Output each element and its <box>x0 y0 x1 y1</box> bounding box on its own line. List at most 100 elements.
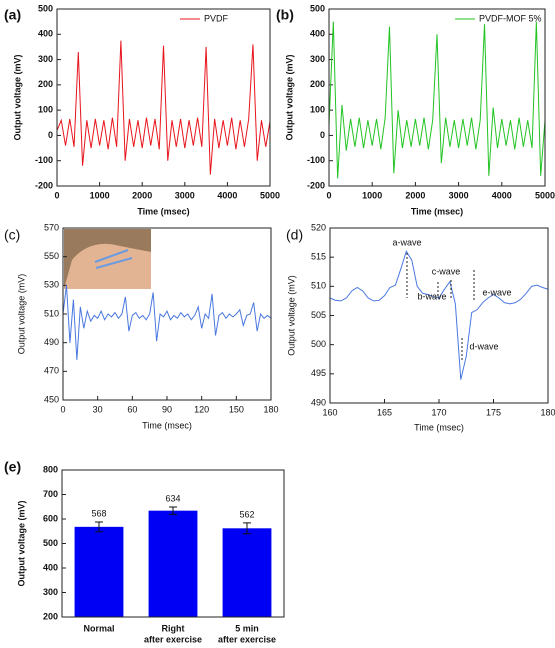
x-axis-label: Time (msec) <box>411 206 463 216</box>
data-line <box>62 285 272 360</box>
y-axis-label: Output voltage (mV) <box>284 55 294 141</box>
y-tick-label: 510 <box>44 308 59 318</box>
x-axis-label: Time (msec) <box>137 206 189 216</box>
data-line <box>56 40 271 175</box>
y-axis-label: Output voltage (mV) <box>286 275 296 356</box>
x-tick-label: 5000 <box>260 190 280 200</box>
bar <box>222 528 272 617</box>
x-tick-label: 4000 <box>492 190 512 200</box>
y-tick-label: 0 <box>48 130 53 140</box>
annotation: c-wave <box>432 266 461 276</box>
x-tick-label: 1000 <box>90 190 110 200</box>
x-axis-label: Time (msec) <box>142 420 192 430</box>
plot-frame <box>61 469 285 618</box>
x-tick-label: 4000 <box>217 190 237 200</box>
panel-label: (a) <box>4 7 21 23</box>
x-tick-label: 60 <box>127 404 137 414</box>
x-axis-label: Time (msec) <box>414 422 464 432</box>
x-tick-label: 180 <box>263 404 278 414</box>
value-label: 568 <box>91 508 106 518</box>
legend-label: PVDF <box>204 13 229 23</box>
annotation: b-wave <box>417 291 446 301</box>
plot-frame <box>328 8 546 187</box>
y-axis-label: Output voltage (mV) <box>16 274 26 355</box>
bar <box>74 526 124 617</box>
value-label: 634 <box>165 493 180 503</box>
y-tick-label: 520 <box>311 222 326 232</box>
y-tick-label: 505 <box>311 310 326 320</box>
y-tick-label: 300 <box>38 54 53 64</box>
x-tick-label: 165 <box>377 407 392 417</box>
panel: (d) Output voltage (mV) 490 495 500 505 510 515… <box>286 222 555 432</box>
y-tick-label: 800 <box>43 464 58 474</box>
panel-label: (b) <box>276 7 294 23</box>
y-tick-label: 100 <box>310 105 325 115</box>
y-tick-label: 500 <box>311 339 326 349</box>
x-tick-label: after exercise <box>144 634 202 644</box>
y-tick-label: 100 <box>38 105 53 115</box>
y-tick-label: -200 <box>35 180 53 190</box>
y-tick-label: 500 <box>310 3 325 13</box>
x-tick-label: 175 <box>486 407 501 417</box>
plot-frame <box>56 8 271 187</box>
panel: (a) Output voltage (mV) -200 -100 0 100 200 300… <box>4 3 280 216</box>
y-tick-label: 300 <box>310 54 325 64</box>
x-tick-label: 30 <box>93 404 103 414</box>
error-bar <box>169 506 177 515</box>
y-tick-label: 515 <box>311 252 326 262</box>
y-tick-label: 300 <box>43 587 58 597</box>
x-tick-label: 120 <box>194 404 209 414</box>
x-tick-label: 150 <box>229 404 244 414</box>
y-tick-label: 400 <box>38 29 53 39</box>
y-tick-label: -100 <box>35 155 53 165</box>
data-line <box>328 21 546 179</box>
y-tick-label: 470 <box>44 366 59 376</box>
y-tick-label: 570 <box>44 222 59 232</box>
y-axis-label: Output voltage (mV) <box>16 501 26 587</box>
y-tick-label: -100 <box>307 155 325 165</box>
x-tick-label: after exercise <box>218 634 276 644</box>
x-tick-label: 2000 <box>132 190 152 200</box>
error-bar <box>243 522 251 535</box>
y-tick-label: 500 <box>43 538 58 548</box>
panel: (b) Output voltage (mV) -200 -100 0 100 200 300… <box>276 3 555 216</box>
y-tick-label: 200 <box>43 611 58 621</box>
legend-label: PVDF-MOF 5% <box>479 13 542 23</box>
panel: (c) Output voltage (mV) 450 470 490 510 530 550… <box>4 222 279 430</box>
x-tick-label: 0 <box>54 190 59 200</box>
y-tick-label: 450 <box>44 394 59 404</box>
x-tick-label: 0 <box>60 404 65 414</box>
annotation: e-wave <box>482 287 511 297</box>
x-tick-label: Normal <box>83 623 114 633</box>
y-tick-label: 495 <box>311 368 326 378</box>
y-tick-label: 200 <box>310 79 325 89</box>
bar <box>148 510 198 617</box>
panel-label: (c) <box>4 227 20 243</box>
y-tick-label: 400 <box>43 562 58 572</box>
y-tick-label: -200 <box>307 180 325 190</box>
error-bar <box>95 521 103 533</box>
x-tick-label: 2000 <box>405 190 425 200</box>
y-tick-label: 510 <box>311 281 326 291</box>
y-tick-label: 500 <box>38 3 53 13</box>
y-tick-label: 490 <box>44 337 59 347</box>
inset-photo <box>64 229 151 289</box>
y-tick-label: 550 <box>44 251 59 261</box>
x-tick-label: 90 <box>162 404 172 414</box>
plot-frame <box>329 227 549 404</box>
y-axis-label: Output voltage (mV) <box>12 55 22 141</box>
panel: (e) Output voltage (mV) 200 300 400 500 600 700… <box>4 459 285 644</box>
value-label: 562 <box>239 509 254 519</box>
annotation: d-wave <box>469 341 498 351</box>
x-tick-label: 170 <box>431 407 446 417</box>
plot-frame <box>62 227 272 401</box>
panel-label: (d) <box>286 227 303 243</box>
x-tick-label: 1000 <box>362 190 382 200</box>
annotation: a-wave <box>392 237 421 247</box>
data-line <box>329 250 549 380</box>
y-tick-label: 600 <box>43 513 58 523</box>
x-tick-label: 0 <box>326 190 331 200</box>
x-tick-label: 5000 <box>535 190 555 200</box>
x-tick-label: 160 <box>322 407 337 417</box>
